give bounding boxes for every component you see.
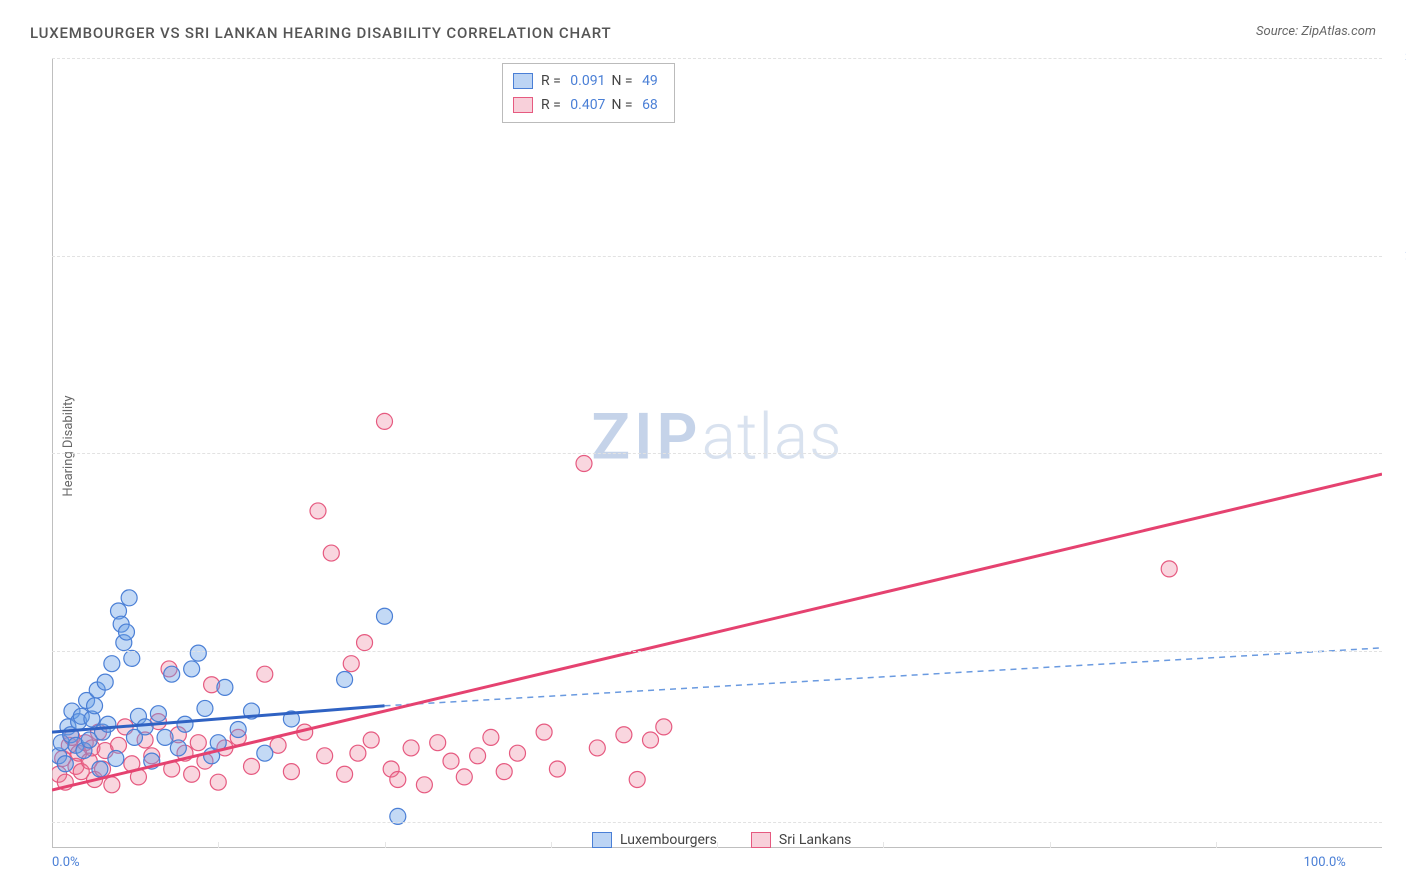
data-point: [164, 666, 180, 682]
legend-r-lux: R = 0.091N = 49: [541, 73, 664, 89]
x-tick-minor: [385, 842, 386, 848]
data-point: [343, 656, 359, 672]
gridline-h: [52, 453, 1382, 454]
data-point: [377, 413, 393, 429]
data-point: [257, 666, 273, 682]
data-point: [549, 761, 565, 777]
data-point: [104, 777, 120, 793]
data-point: [197, 700, 213, 716]
data-point: [589, 740, 605, 756]
gridline-h: [52, 58, 1382, 59]
legend-item-sri: Sri Lankans: [751, 832, 852, 848]
legend-r-sri: R = 0.407N = 68: [541, 97, 664, 113]
data-point: [190, 645, 206, 661]
data-point: [443, 753, 459, 769]
swatch-lux-2: [592, 832, 612, 848]
data-point: [337, 766, 353, 782]
chart-area: R = 0.091N = 49 R = 0.407N = 68 ZIPatlas…: [52, 58, 1382, 848]
correlation-legend: R = 0.091N = 49 R = 0.407N = 68: [502, 63, 675, 123]
data-point: [184, 661, 200, 677]
data-point: [137, 719, 153, 735]
swatch-lux: [513, 73, 533, 89]
data-point: [357, 635, 373, 651]
data-point: [416, 777, 432, 793]
data-point: [350, 745, 366, 761]
data-point: [190, 735, 206, 751]
data-point: [283, 764, 299, 780]
data-point: [121, 590, 137, 606]
swatch-sri: [513, 97, 533, 113]
data-point: [496, 764, 512, 780]
data-point: [510, 745, 526, 761]
source-label: Source: ZipAtlas.com: [1256, 24, 1376, 39]
gridline-h: [52, 256, 1382, 257]
data-point: [210, 774, 226, 790]
series-legend: Luxembourgers Sri Lankans: [592, 832, 851, 848]
data-point: [92, 761, 108, 777]
data-point: [108, 750, 124, 766]
regression-line-sri: [52, 474, 1382, 790]
data-point: [124, 650, 140, 666]
data-point: [323, 545, 339, 561]
data-point: [177, 716, 193, 732]
x-tick-minor: [551, 842, 552, 848]
data-point: [483, 729, 499, 745]
data-point: [257, 745, 273, 761]
data-point: [310, 503, 326, 519]
data-point: [616, 727, 632, 743]
legend-item-lux: Luxembourgers: [592, 832, 717, 848]
legend-label-sri: Sri Lankans: [779, 832, 852, 848]
x-tick-0: 0.0%: [52, 855, 80, 870]
data-point: [377, 608, 393, 624]
legend-row-lux: R = 0.091N = 49: [513, 69, 664, 93]
data-point: [157, 729, 173, 745]
data-point: [337, 671, 353, 687]
data-point: [403, 740, 419, 756]
data-point: [430, 735, 446, 751]
data-point: [470, 748, 486, 764]
data-point: [244, 758, 260, 774]
x-tick-minor: [717, 842, 718, 848]
x-tick-minor: [218, 842, 219, 848]
data-point: [118, 624, 134, 640]
data-point: [170, 740, 186, 756]
x-tick-minor: [1050, 842, 1051, 848]
data-point: [97, 674, 113, 690]
x-tick-100: 100.0%: [1304, 855, 1346, 870]
data-point: [57, 756, 73, 772]
chart-title: LUXEMBOURGER VS SRI LANKAN HEARING DISAB…: [30, 24, 611, 42]
legend-label-lux: Luxembourgers: [620, 832, 717, 848]
gridline-h: [52, 651, 1382, 652]
data-point: [536, 724, 552, 740]
data-point: [1161, 561, 1177, 577]
data-point: [104, 656, 120, 672]
gridline-h: [52, 822, 1382, 823]
data-point: [576, 456, 592, 472]
data-point: [629, 772, 645, 788]
x-tick-minor: [883, 842, 884, 848]
data-point: [184, 766, 200, 782]
x-tick-minor: [1216, 842, 1217, 848]
data-point: [217, 679, 233, 695]
data-point: [87, 698, 103, 714]
data-point: [390, 772, 406, 788]
swatch-sri-2: [751, 832, 771, 848]
data-point: [317, 748, 333, 764]
data-point: [656, 719, 672, 735]
data-point: [363, 732, 379, 748]
data-point: [150, 706, 166, 722]
legend-row-sri: R = 0.407N = 68: [513, 93, 664, 117]
data-point: [230, 722, 246, 738]
data-point: [643, 732, 659, 748]
data-point: [100, 716, 116, 732]
data-point: [456, 769, 472, 785]
